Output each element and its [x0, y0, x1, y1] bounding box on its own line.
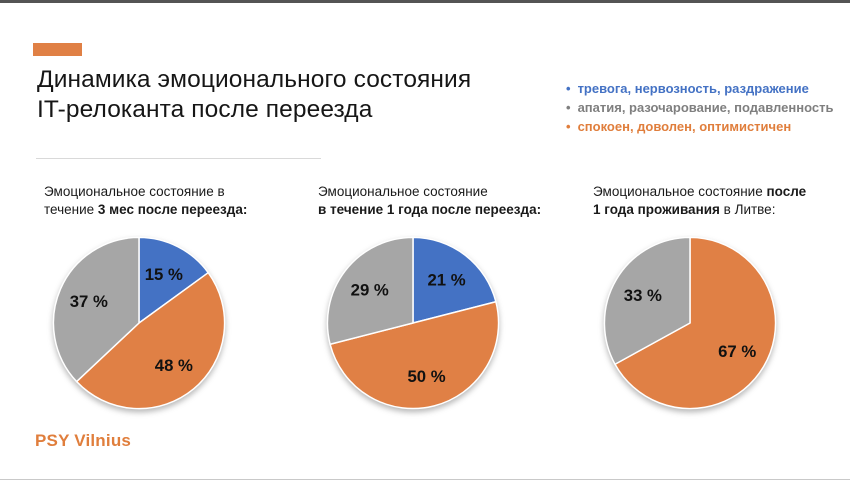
footer-brand: PSY Vilnius — [35, 431, 132, 450]
pie-slice-label: 21 % — [427, 271, 465, 290]
slide-title-line2: IT-релоканта после переезда — [37, 95, 373, 123]
pie-slice — [329, 300, 500, 410]
pie-slice-label: 48 % — [155, 356, 193, 375]
legend-item-anxiety: • тревога, нервозность, раздражение — [566, 79, 833, 98]
legend-item-label: спокоен, доволен, оптимистичен — [577, 119, 792, 134]
pie-slice — [75, 271, 226, 410]
pie-chart-1-year: 21 % 50 % 29 % — [320, 230, 506, 416]
caption-segment: Эмоциональное состояние — [593, 184, 767, 199]
pie-chart-3-months: 15 % 48 % 37 % — [46, 230, 232, 416]
pie-slice-label: 29 % — [351, 280, 389, 299]
caption-segment: 1 года проживания — [593, 201, 720, 217]
legend-item-calm: • спокоен, доволен, оптимистичен — [566, 117, 833, 136]
slide-title: Динамика эмоционального состояния IT-рел… — [37, 65, 471, 124]
caption-segment: 3 мес после переезда: — [97, 201, 248, 217]
legend-item-apathy: • апатия, разочарование, подавленность — [566, 98, 833, 117]
pie-slice-label: 15 % — [145, 265, 183, 284]
pie-slice — [614, 236, 777, 410]
pie-slice-label: 33 % — [624, 286, 662, 305]
legend-item-label: тревога, нервозность, раздражение — [577, 81, 809, 96]
pie-chart-after-1-year: 67 % 33 % — [597, 230, 783, 416]
caption-segment: Эмоциональное состояние — [318, 184, 488, 199]
pie-slice — [412, 236, 497, 324]
pie-slice — [52, 236, 140, 383]
pie-slice-label: 67 % — [718, 342, 756, 361]
caption-segment: в течение 1 года после переезда: — [318, 201, 542, 217]
legend: • тревога, нервозность, раздражение • ап… — [566, 79, 833, 136]
accent-bar — [33, 43, 82, 56]
chart-caption-3-months: Эмоциональное состояние в течение 3 мес п… — [44, 183, 294, 218]
pie-slice — [603, 236, 691, 365]
slide-title-line1: Динамика эмоционального состояния — [37, 66, 472, 93]
chart-caption-after-1-year: Эмоциональное состояние после 1 года прож… — [593, 183, 843, 218]
caption-segment: течение — [44, 201, 98, 217]
bullet-icon: • — [566, 119, 571, 134]
legend-item-label: апатия, разочарование, подавленность — [577, 100, 834, 115]
caption-segment: в Литве: — [719, 201, 776, 217]
pie-slice-label: 50 % — [407, 367, 445, 386]
bullet-icon: • — [566, 81, 571, 96]
title-divider — [36, 158, 321, 159]
bullet-icon: • — [566, 100, 571, 115]
caption-segment: Эмоциональное состояние в — [44, 184, 225, 199]
pie-slice — [138, 236, 209, 324]
caption-segment: после — [766, 184, 807, 199]
pie-slice-label: 37 % — [70, 292, 108, 311]
pie-slice — [326, 236, 414, 346]
chart-caption-1-year: Эмоциональное состояние в течение 1 года … — [318, 183, 568, 218]
